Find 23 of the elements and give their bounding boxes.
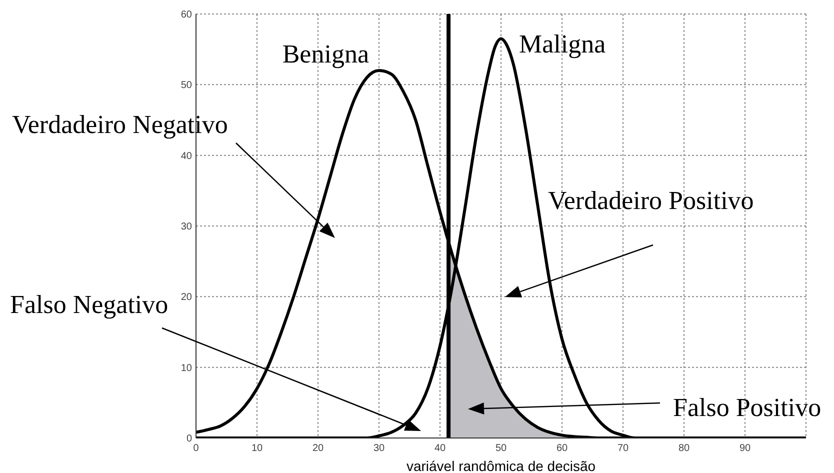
series-label: Maligna [519,30,606,59]
y-tick-label: 50 [180,80,192,92]
annotation: Falso Positivo [673,393,822,422]
y-tick-label: 20 [180,292,192,304]
x-tick-label: 60 [556,443,568,454]
x-tick-label: 0 [193,443,200,454]
text: Falso Negativo [10,290,168,319]
x-tick-label: 20 [312,443,324,454]
x-axis-title: variável randômica de decisão [406,458,596,473]
x-tick-label: 90 [739,443,751,454]
annotation: Verdadeiro Positivo [548,186,754,215]
y-tick-label: 0 [186,434,192,445]
x-tick-label: 40 [434,443,446,454]
y-tick-label: 10 [180,362,192,374]
x-tick-label: 50 [495,443,507,454]
y-tick-label: 60 [180,10,192,21]
x-tick-label: 80 [678,443,690,454]
y-tick-label: 30 [180,222,192,233]
series-label: Benigna [282,40,370,69]
x-tick-label: 30 [373,443,385,454]
x-tick-label: 70 [617,443,629,454]
y-tick-label: 40 [180,150,192,162]
x-tick-label: 10 [251,443,263,454]
